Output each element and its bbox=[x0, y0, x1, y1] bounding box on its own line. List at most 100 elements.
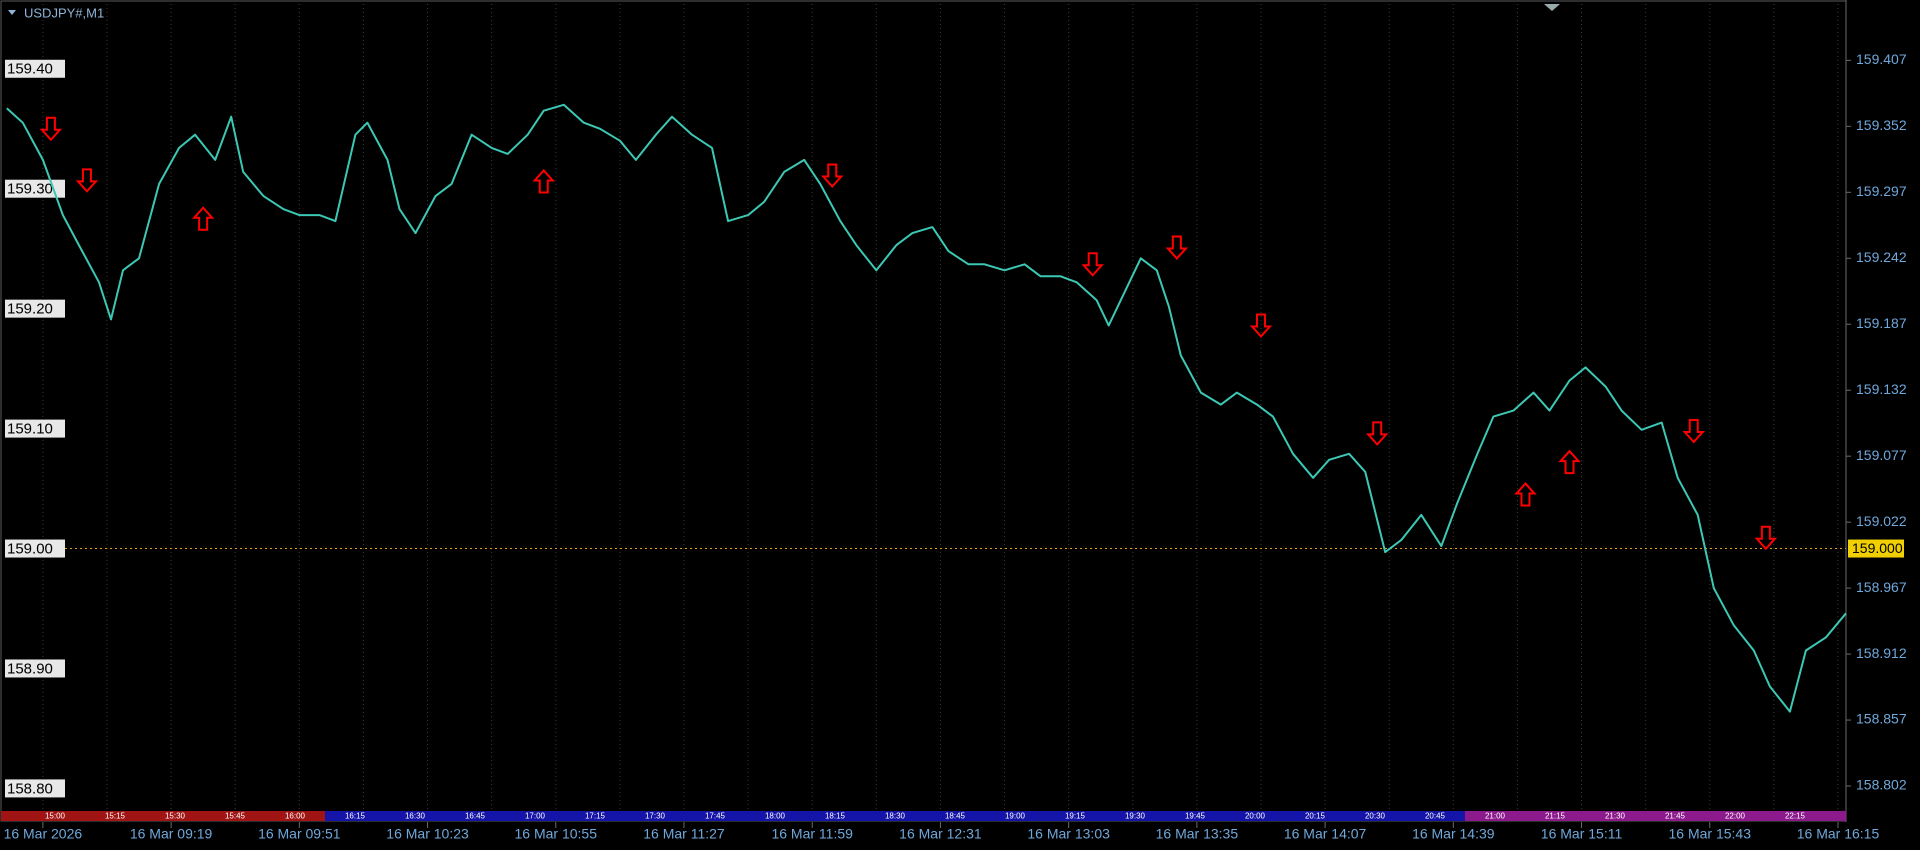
arrow-down bbox=[1365, 421, 1389, 446]
session-label: 15:45 bbox=[225, 812, 246, 821]
session-label: 16:45 bbox=[465, 812, 486, 821]
y-tick-label: 159.132 bbox=[1856, 381, 1907, 397]
level-label: 158.90 bbox=[7, 660, 53, 677]
shift-marker[interactable] bbox=[1544, 4, 1560, 11]
y-tick-label: 159.022 bbox=[1856, 513, 1907, 529]
price-tag-label: 159.000 bbox=[1852, 540, 1903, 556]
arrow-up bbox=[1514, 482, 1537, 507]
x-tick-label: 16 Mar 13:03 bbox=[1027, 826, 1110, 842]
level-label: 159.10 bbox=[7, 421, 53, 438]
x-tick-label: 16 Mar 16:15 bbox=[1797, 826, 1880, 842]
session-cell bbox=[205, 811, 265, 821]
session-cell bbox=[1, 811, 85, 821]
session-label: 18:45 bbox=[945, 812, 966, 821]
session-label: 19:00 bbox=[1005, 812, 1026, 821]
session-label: 20:45 bbox=[1425, 812, 1446, 821]
level-label: 159.00 bbox=[7, 540, 53, 557]
session-label: 21:45 bbox=[1665, 812, 1686, 821]
arrow-up bbox=[191, 206, 215, 231]
session-cell bbox=[1165, 811, 1225, 821]
arrow-down bbox=[1754, 525, 1778, 551]
y-tick-label: 159.352 bbox=[1856, 117, 1907, 133]
session-label: 20:00 bbox=[1245, 812, 1266, 821]
session-cell bbox=[565, 811, 625, 821]
y-tick-label: 159.407 bbox=[1856, 51, 1907, 67]
session-cell bbox=[1225, 811, 1285, 821]
session-label: 18:00 bbox=[765, 812, 786, 821]
session-cell bbox=[925, 811, 985, 821]
arrow-down bbox=[75, 168, 99, 193]
menu-triangle[interactable] bbox=[8, 10, 16, 15]
session-cell bbox=[505, 811, 565, 821]
y-tick-label: 158.967 bbox=[1856, 579, 1907, 595]
session-cell bbox=[685, 811, 745, 821]
session-label: 20:15 bbox=[1305, 812, 1326, 821]
arrow-down bbox=[1249, 313, 1273, 338]
level-label: 158.80 bbox=[7, 780, 53, 797]
level-label: 159.40 bbox=[7, 61, 53, 78]
session-cell bbox=[385, 811, 445, 821]
x-tick-label: 16 Mar 15:43 bbox=[1669, 826, 1752, 842]
session-label: 21:30 bbox=[1605, 812, 1626, 821]
session-cell bbox=[745, 811, 805, 821]
session-label: 16:15 bbox=[345, 812, 366, 821]
level-label: 159.20 bbox=[7, 301, 53, 318]
session-cell bbox=[1105, 811, 1165, 821]
arrow-down bbox=[1165, 235, 1189, 260]
price-line-series bbox=[6, 103, 1847, 713]
x-tick-label: 16 Mar 2026 bbox=[4, 826, 83, 842]
session-cell bbox=[145, 811, 205, 821]
level-box bbox=[5, 59, 65, 78]
session-label: 19:45 bbox=[1185, 812, 1206, 821]
level-box bbox=[5, 419, 65, 438]
session-label: 17:00 bbox=[525, 812, 546, 821]
session-label: 15:30 bbox=[165, 812, 186, 821]
session-cell bbox=[865, 811, 925, 821]
x-tick-label: 16 Mar 15:11 bbox=[1541, 826, 1623, 842]
session-label: 21:00 bbox=[1485, 812, 1506, 821]
x-tick-label: 16 Mar 14:07 bbox=[1284, 826, 1367, 842]
session-label: 20:30 bbox=[1365, 812, 1386, 821]
session-cell bbox=[1345, 811, 1405, 821]
session-cell bbox=[1765, 811, 1846, 821]
session-label: 22:00 bbox=[1725, 812, 1746, 821]
y-tick-label: 158.802 bbox=[1856, 777, 1907, 793]
session-cell bbox=[325, 811, 385, 821]
x-tick-label: 16 Mar 12:31 bbox=[899, 826, 982, 842]
x-tick-label: 16 Mar 10:23 bbox=[386, 826, 469, 842]
session-cell bbox=[1285, 811, 1345, 821]
session-cell bbox=[1045, 811, 1105, 821]
session-label: 18:30 bbox=[885, 812, 906, 821]
session-label: 16:00 bbox=[285, 812, 306, 821]
level-box bbox=[5, 659, 65, 678]
x-tick-label: 16 Mar 10:55 bbox=[515, 826, 598, 842]
arrow-down bbox=[1081, 252, 1104, 277]
y-tick-label: 158.857 bbox=[1856, 711, 1907, 727]
session-cell bbox=[625, 811, 685, 821]
x-tick-label: 16 Mar 11:59 bbox=[771, 826, 853, 842]
arrow-up bbox=[532, 169, 555, 194]
chart-title: USDJPY#,M1 bbox=[24, 5, 104, 20]
y-tick-label: 159.077 bbox=[1856, 447, 1907, 463]
price-tag bbox=[1848, 539, 1904, 558]
x-tick-label: 16 Mar 09:51 bbox=[258, 826, 341, 842]
session-cell bbox=[1465, 811, 1525, 821]
session-label: 21:15 bbox=[1545, 812, 1566, 821]
level-box bbox=[5, 299, 65, 318]
x-tick-label: 16 Mar 13:35 bbox=[1156, 826, 1239, 842]
session-cell bbox=[85, 811, 145, 821]
session-label: 18:15 bbox=[825, 812, 846, 821]
x-tick-label: 16 Mar 11:27 bbox=[643, 826, 725, 842]
x-tick-label: 16 Mar 14:39 bbox=[1412, 826, 1495, 842]
session-label: 17:30 bbox=[645, 812, 666, 821]
session-label: 17:45 bbox=[705, 812, 726, 821]
y-tick-label: 159.242 bbox=[1856, 249, 1907, 265]
level-box bbox=[5, 779, 65, 798]
session-label: 16:30 bbox=[405, 812, 426, 821]
session-label: 19:30 bbox=[1125, 812, 1146, 821]
session-label: 17:15 bbox=[585, 812, 606, 821]
level-box bbox=[5, 539, 65, 558]
